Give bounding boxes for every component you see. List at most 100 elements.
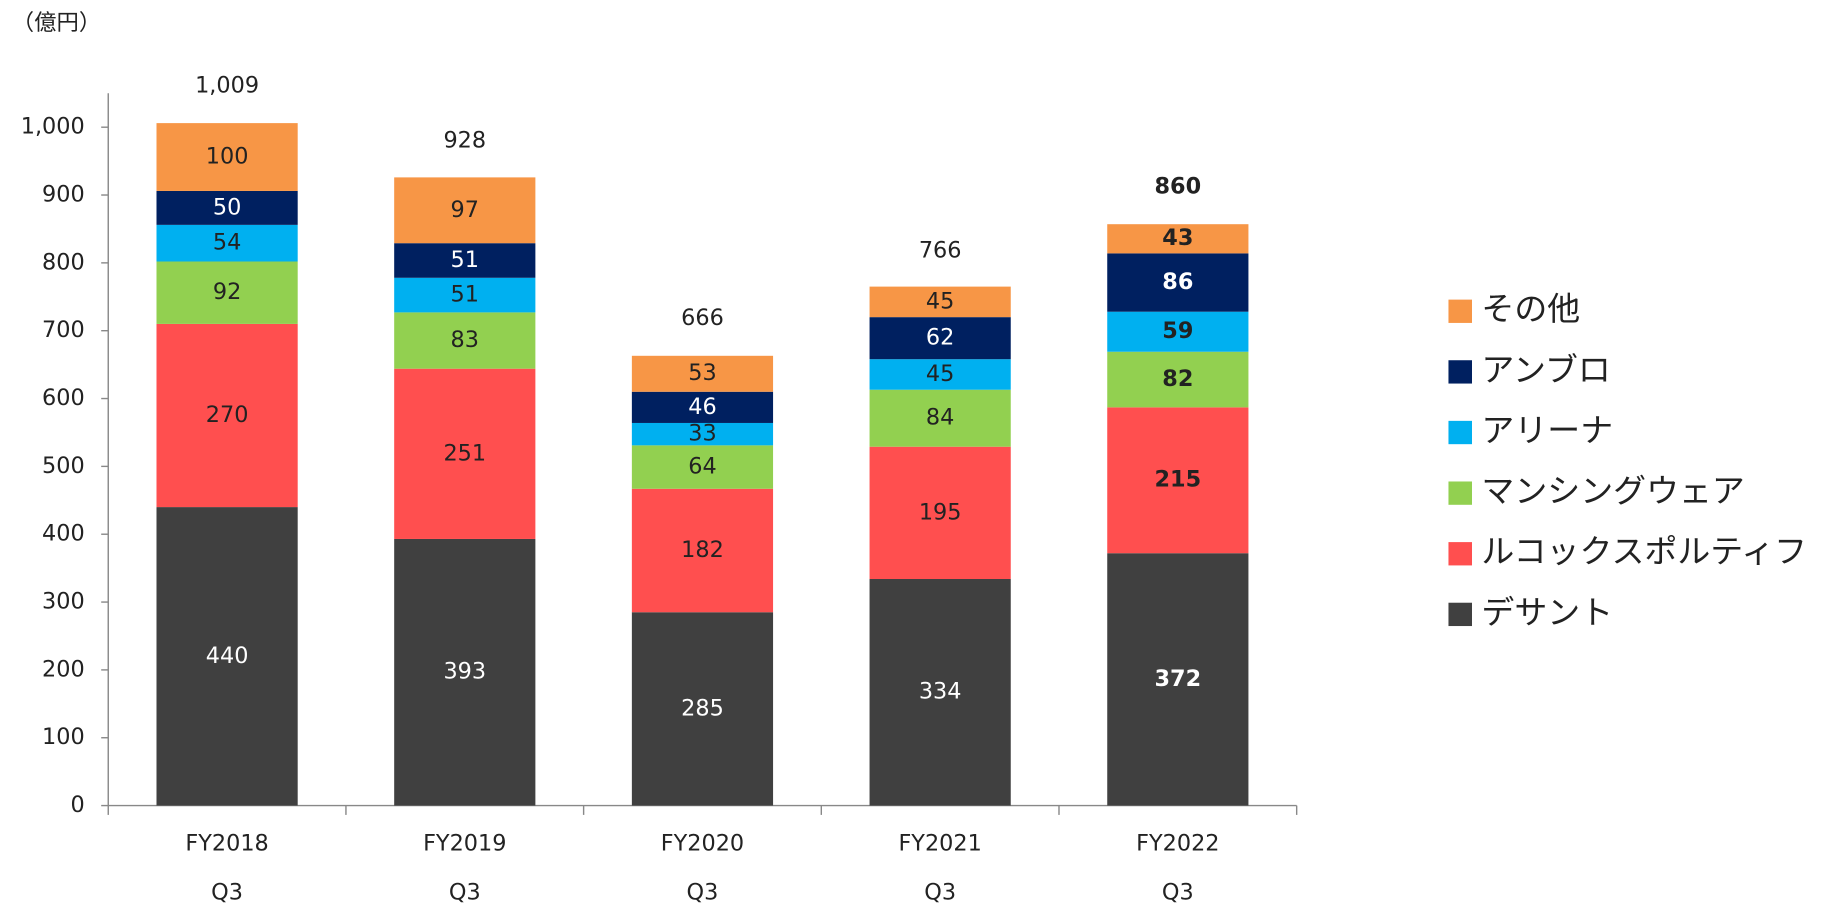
x-tick-label: Q3 — [924, 880, 956, 906]
bar-segment — [394, 177, 536, 244]
y-tick-label: 400 — [42, 521, 85, 547]
bar-segment — [394, 368, 536, 539]
bar-segment — [156, 261, 298, 324]
bar-segment — [156, 323, 298, 508]
bar-segment — [394, 538, 536, 806]
data-label: 84 — [926, 405, 954, 431]
bar-segment — [394, 312, 536, 369]
total-label: 1,009 — [195, 73, 259, 99]
bar-segment — [631, 391, 774, 423]
legend-swatch — [1448, 420, 1472, 445]
legend-label: デサント — [1481, 593, 1613, 631]
bar-segment — [631, 355, 774, 392]
bar-segment — [394, 277, 536, 313]
y-tick-label: 700 — [42, 317, 85, 343]
data-label: 97 — [451, 197, 479, 223]
data-label: 51 — [451, 282, 479, 308]
legend-swatch — [1448, 542, 1472, 566]
data-label: 45 — [926, 288, 954, 314]
data-label: 86 — [1162, 269, 1193, 295]
bar-segment — [156, 507, 298, 806]
bar-segment — [156, 190, 298, 225]
bar-segment — [631, 422, 774, 446]
legend-swatch — [1448, 299, 1472, 323]
data-label: 100 — [206, 144, 249, 170]
bar-segment — [1107, 253, 1249, 312]
data-label: 440 — [206, 643, 249, 669]
bar-segment — [631, 488, 774, 613]
x-tick-label: FY2021 — [898, 831, 981, 857]
y-tick-label: 900 — [42, 182, 85, 208]
data-label: 82 — [1162, 366, 1193, 392]
legend-label: ルコックスポルティフ — [1481, 533, 1807, 571]
y-tick-label: 0 — [70, 792, 84, 818]
bar-segment — [869, 389, 1011, 447]
y-tick-label: 100 — [42, 724, 85, 750]
legend-swatch — [1448, 481, 1472, 505]
x-tick-label: Q3 — [687, 880, 719, 906]
x-tick-label: Q3 — [1162, 880, 1194, 906]
total-label: 766 — [919, 238, 962, 264]
y-tick-label: 200 — [42, 656, 85, 682]
bar-segment — [394, 243, 536, 278]
bar-segment — [156, 224, 298, 262]
data-label: 64 — [688, 454, 716, 480]
x-tick-label: FY2018 — [185, 831, 268, 857]
legend-label: その他 — [1481, 290, 1580, 328]
data-label: 83 — [451, 327, 479, 353]
data-label: 59 — [1162, 318, 1193, 344]
legend-swatch — [1448, 360, 1472, 384]
bar-segment — [869, 317, 1011, 360]
data-label: 92 — [213, 279, 241, 305]
total-label: 860 — [1155, 174, 1202, 200]
x-tick-label: Q3 — [211, 880, 243, 906]
bar-segment — [869, 578, 1011, 806]
y-tick-label: 500 — [42, 453, 85, 479]
data-label: 195 — [919, 499, 962, 525]
bar-segment — [1107, 351, 1249, 408]
bar-segment — [1107, 311, 1249, 352]
data-label: 46 — [688, 394, 716, 420]
bar-segment — [156, 123, 298, 191]
data-label: 51 — [451, 247, 479, 273]
bar-segment — [1107, 407, 1249, 554]
bar-segment — [631, 612, 774, 806]
total-label: 666 — [681, 305, 724, 331]
bar-segment — [631, 445, 774, 489]
data-label: 43 — [1162, 225, 1193, 251]
data-label: 251 — [443, 440, 486, 466]
data-label: 54 — [213, 230, 241, 256]
data-label: 62 — [926, 325, 954, 351]
x-tick-label: Q3 — [449, 880, 481, 906]
data-label: 393 — [443, 659, 486, 685]
data-label: 215 — [1155, 467, 1202, 493]
y-axis-label: （億円） — [12, 10, 101, 36]
legend-label: マンシングウェア — [1481, 472, 1744, 510]
x-tick-label: FY2019 — [423, 831, 506, 857]
legend-swatch — [1448, 602, 1472, 627]
data-label: 50 — [213, 194, 241, 220]
bar-segment — [1107, 553, 1249, 806]
x-tick-label: FY2020 — [661, 831, 744, 857]
data-label: 33 — [688, 421, 716, 447]
bar-segment — [869, 286, 1011, 318]
bar-segment — [1107, 224, 1249, 254]
bar-segment — [869, 359, 1011, 390]
y-tick-label: 1,000 — [21, 114, 85, 140]
bar-segment — [869, 446, 1011, 579]
data-label: 182 — [681, 537, 724, 563]
y-tick-label: 600 — [42, 385, 85, 411]
data-label: 372 — [1155, 666, 1202, 692]
data-label: 334 — [919, 679, 962, 705]
data-label: 285 — [681, 695, 724, 721]
data-label: 53 — [688, 360, 716, 386]
y-tick-label: 800 — [42, 249, 85, 275]
data-label: 45 — [926, 361, 954, 387]
y-tick-label: 300 — [42, 589, 85, 615]
data-label: 270 — [206, 402, 249, 428]
total-label: 928 — [443, 128, 486, 154]
legend-label: アンブロ — [1481, 351, 1610, 389]
legend-label: アリーナ — [1481, 412, 1613, 450]
